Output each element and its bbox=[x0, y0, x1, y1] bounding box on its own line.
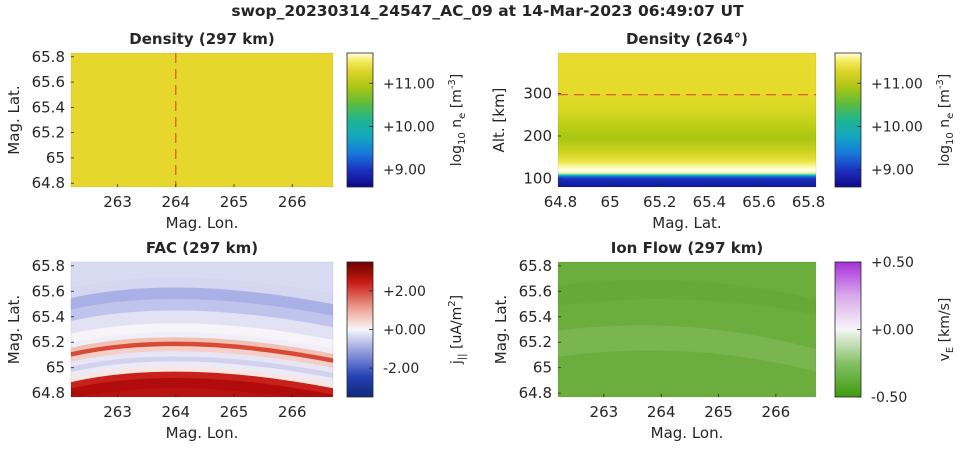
y-tick-label: 65.4 bbox=[32, 98, 65, 116]
y-tick-label: 65 bbox=[46, 149, 65, 167]
y-tick-label: 65.2 bbox=[32, 124, 65, 142]
y-tick-label: 64.8 bbox=[32, 174, 65, 192]
x-axis-label: Mag. Lon. bbox=[166, 424, 239, 442]
density_map-field bbox=[71, 53, 333, 187]
x-tick-label: 266 bbox=[278, 403, 307, 421]
colorbar-tick-label: +0.50 bbox=[871, 255, 914, 271]
x-tick-label: 263 bbox=[103, 403, 132, 421]
y-tick-label: 65.4 bbox=[519, 308, 552, 326]
plot-frame bbox=[70, 261, 334, 398]
x-tick-label: 65.4 bbox=[693, 193, 726, 211]
y-axis-label: Mag. Lat. bbox=[5, 85, 23, 154]
y-tick-label: 300 bbox=[523, 84, 552, 102]
panel-title: Density (297 km) bbox=[129, 30, 274, 48]
colorbar-label: j|| [uA/m2] bbox=[447, 295, 468, 365]
ion-flow-streak bbox=[558, 325, 816, 372]
y-tick-label: 64.8 bbox=[32, 384, 65, 402]
y-tick-label: 65.4 bbox=[32, 308, 65, 326]
panel-title: Ion Flow (297 km) bbox=[611, 239, 763, 257]
fac-band bbox=[78, 388, 287, 397]
y-tick-label: 65.2 bbox=[32, 333, 65, 351]
panel-title: FAC (297 km) bbox=[146, 239, 258, 257]
density_profile-panel: 64.8 65 65.2 65.4 65.6 65.8 100 200 300 Density (… bbox=[490, 30, 956, 232]
fac_map-field bbox=[71, 262, 333, 397]
colorbar-tick-label: +9.00 bbox=[383, 163, 426, 179]
y-tick-label: 65.6 bbox=[32, 73, 65, 91]
fac_map-panel: 263 264 265 266 64.8 65 65.2 65.4 65.6 65.8 FAC (2… bbox=[5, 239, 468, 442]
colorbar-tick-label: +0.00 bbox=[871, 323, 914, 339]
y-tick-label: 65.2 bbox=[519, 333, 552, 351]
colorbar-tick-label: +9.00 bbox=[871, 163, 914, 179]
plot-frame bbox=[70, 52, 334, 188]
x-axis-label: Mag. Lat. bbox=[652, 214, 721, 232]
x-tick-label: 265 bbox=[704, 403, 733, 421]
figure-title: swop_20230314_24547_AC_09 at 14-Mar-2023… bbox=[231, 2, 744, 20]
plot-frame bbox=[557, 52, 817, 188]
ion-flow-streak bbox=[558, 279, 816, 315]
x-tick-label: 263 bbox=[103, 193, 132, 211]
density_map-panel: 263 264 265 266 64.8 65 65.2 65.4 65.6 65.8 Densit… bbox=[5, 30, 468, 232]
ion_flow_map-panel: 263 264 265 266 64.8 65 65.2 65.4 65.6 65.8 Ion Fl… bbox=[492, 239, 956, 442]
x-tick-label: 264 bbox=[161, 403, 190, 421]
colorbar-tick-label: +11.00 bbox=[383, 76, 435, 92]
colorbar bbox=[834, 261, 862, 398]
plot-frame bbox=[557, 261, 817, 398]
y-tick-label: 65.8 bbox=[519, 257, 552, 275]
colorbar-tick-label: -0.50 bbox=[871, 390, 907, 406]
colorbar-tick-label: -2.00 bbox=[383, 361, 419, 377]
x-tick-label: 65.2 bbox=[643, 193, 676, 211]
density-field bbox=[71, 53, 333, 187]
x-tick-label: 265 bbox=[220, 193, 249, 211]
y-tick-label: 65.8 bbox=[32, 257, 65, 275]
y-tick-label: 65 bbox=[46, 359, 65, 377]
x-tick-label: 65.6 bbox=[742, 193, 775, 211]
x-tick-label: 266 bbox=[278, 193, 307, 211]
y-tick-label: 65 bbox=[533, 359, 552, 377]
colorbar bbox=[834, 52, 862, 188]
colorbar-tick-label: +11.00 bbox=[871, 76, 923, 92]
y-tick-label: 64.8 bbox=[519, 384, 552, 402]
y-tick-label: 65.6 bbox=[32, 282, 65, 300]
colorbar-label: log10 ne [m-3] bbox=[447, 74, 468, 167]
y-tick-label: 200 bbox=[523, 127, 552, 145]
colorbar bbox=[346, 52, 374, 188]
x-tick-label: 64.8 bbox=[544, 193, 577, 211]
y-axis-label: Mag. Lat. bbox=[492, 295, 510, 364]
y-tick-label: 65.8 bbox=[32, 48, 65, 66]
x-tick-label: 264 bbox=[647, 403, 676, 421]
colorbar bbox=[346, 261, 374, 398]
x-tick-label: 65 bbox=[601, 193, 620, 211]
colorbar-tick-label: +10.00 bbox=[871, 119, 923, 135]
density-altitude-field bbox=[558, 53, 816, 187]
x-tick-label: 265 bbox=[220, 403, 249, 421]
colorbar-label: log10 ne [m-3] bbox=[935, 74, 956, 167]
x-tick-label: 266 bbox=[762, 403, 791, 421]
x-tick-label: 263 bbox=[590, 403, 619, 421]
y-tick-label: 100 bbox=[523, 169, 552, 187]
panel-title: Density (264°) bbox=[626, 30, 748, 48]
colorbar-tick-label: +0.00 bbox=[383, 323, 426, 339]
x-axis-label: Mag. Lon. bbox=[166, 214, 239, 232]
colorbar-tick-label: +10.00 bbox=[383, 119, 435, 135]
x-axis-label: Mag. Lon. bbox=[651, 424, 724, 442]
y-tick-label: 65.6 bbox=[519, 282, 552, 300]
x-tick-label: 65.8 bbox=[792, 193, 825, 211]
colorbar-tick-label: +2.00 bbox=[383, 284, 426, 300]
y-axis-label: Alt. [km] bbox=[490, 88, 508, 153]
y-axis-label: Mag. Lat. bbox=[5, 295, 23, 364]
ion_flow_map-field bbox=[558, 262, 816, 397]
density_profile-field bbox=[558, 53, 816, 187]
x-tick-label: 264 bbox=[161, 193, 190, 211]
colorbar-label: vE [km/s] bbox=[937, 298, 956, 362]
